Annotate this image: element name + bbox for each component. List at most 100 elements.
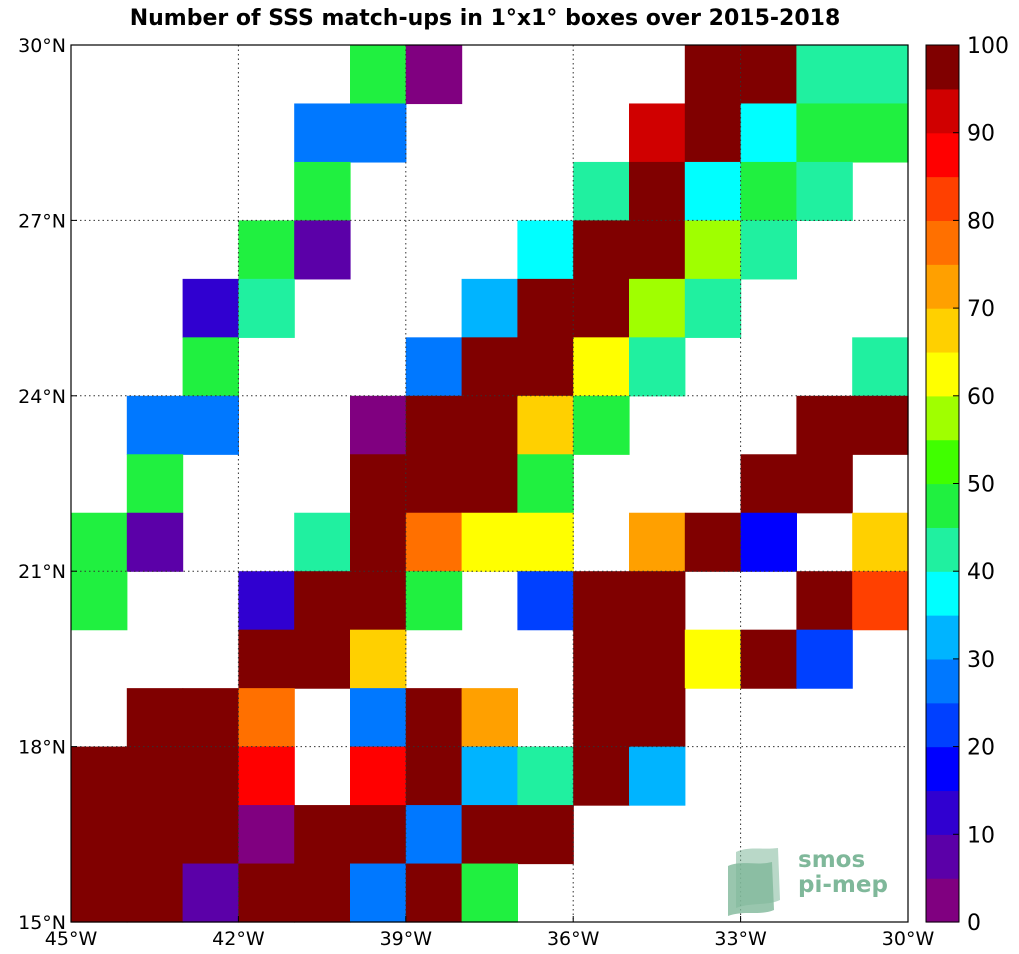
heatmap-cell: [126, 395, 184, 455]
colorbar-swatch: [926, 439, 959, 485]
x-tick-label: 39°W: [380, 928, 433, 950]
heatmap-cell: [294, 103, 351, 163]
smos-logo-icon: [728, 848, 780, 916]
heatmap-cell: [182, 746, 239, 806]
heatmap-cell: [461, 863, 518, 923]
watermark-line1: smos: [798, 847, 866, 873]
colorbar-swatch: [926, 746, 959, 792]
heatmap-cell: [629, 278, 686, 338]
colorbar-swatch: [926, 834, 959, 879]
colorbar-swatch: [926, 483, 959, 528]
heatmap-cell: [573, 746, 630, 806]
heatmap-cell: [684, 103, 742, 163]
heatmap-cell: [294, 220, 351, 280]
heatmap-cell: [684, 278, 742, 338]
axis-ticks: 45°W 42°W 39°W 36°W 33°W 30°W 15°N 18°N 21°N 24°N…: [18, 35, 934, 950]
heatmap-cell: [629, 512, 686, 572]
heatmap-cell: [573, 278, 630, 338]
heatmap-cell: [629, 161, 686, 221]
heatmap-cell: [517, 746, 574, 806]
heatmap-cell: [517, 395, 574, 455]
heatmap-cell: [461, 278, 518, 338]
heatmap-cell: [629, 629, 686, 689]
heatmap-cell: [629, 337, 686, 397]
heatmap-cell: [238, 278, 295, 338]
heatmap-cell: [684, 512, 742, 572]
watermark-line2: pi-mep: [798, 872, 888, 898]
colorbar-swatch: [926, 878, 959, 923]
x-tick-label: 36°W: [547, 928, 600, 950]
heatmap-cell: [126, 454, 184, 514]
heatmap-cell: [405, 512, 463, 572]
heatmap-cell: [461, 688, 518, 748]
heatmap-cell: [350, 746, 407, 806]
heatmap-cell: [629, 571, 686, 631]
chart-title: Number of SSS match-ups in 1°x1° boxes o…: [129, 6, 841, 31]
heatmap-cell: [238, 220, 295, 280]
watermark-logo: smos pi-mep: [798, 848, 888, 898]
colorbar-swatch: [926, 571, 959, 616]
heatmap-cell: [852, 512, 909, 572]
heatmap-cell: [629, 746, 686, 806]
heatmap-cell: [238, 629, 295, 689]
y-tick-label: 24°N: [18, 386, 66, 408]
heatmap-cell: [405, 688, 463, 748]
colorbar-tick-label: 80: [967, 209, 995, 234]
heatmap-cell: [350, 395, 407, 455]
heatmap-cell: [517, 571, 574, 631]
heatmap-cell: [405, 863, 463, 923]
heatmap-cell: [740, 454, 797, 514]
heatmap-cell: [684, 45, 742, 105]
heatmap-cell: [238, 805, 295, 865]
heatmap-cell: [350, 571, 407, 631]
heatmap-cell: [405, 45, 463, 105]
colorbar-swatch: [926, 351, 959, 397]
heatmap-cell: [126, 746, 184, 806]
colorbar-tick-label: 50: [967, 473, 995, 498]
x-tick-label: 30°W: [882, 928, 935, 950]
heatmap-cell: [182, 395, 239, 455]
y-tick-label: 15°N: [18, 912, 66, 934]
heatmap-cell: [740, 512, 797, 572]
plot-frame: [70, 44, 909, 923]
heatmap-cell: [517, 220, 574, 280]
heatmap-cell: [405, 395, 463, 455]
heatmap-cell: [740, 220, 797, 280]
heatmap-cell: [796, 161, 853, 221]
heatmap-cells: [71, 45, 909, 923]
heatmap-cell: [517, 805, 574, 865]
heatmap-cell: [684, 161, 742, 221]
heatmap-cell: [238, 863, 295, 923]
colorbar: 0 10 20 30 40 50 60 70 80 90 100: [925, 34, 1009, 936]
heatmap-cell: [684, 629, 742, 689]
heatmap-cell: [405, 337, 463, 397]
heatmap-cell: [350, 454, 407, 514]
colorbar-swatch: [926, 790, 959, 835]
heatmap-cell: [573, 337, 630, 397]
colorbar-swatch: [926, 264, 959, 309]
colorbar-swatch: [926, 308, 959, 353]
colorbar-swatch: [926, 395, 959, 441]
heatmap-cell: [71, 805, 128, 865]
colorbar-tick-label: 0: [967, 911, 981, 936]
heatmap-cell: [294, 571, 351, 631]
colorbar-swatch: [926, 88, 959, 134]
heatmap-cell: [573, 395, 630, 455]
colorbar-tick-label: 40: [967, 560, 995, 585]
colorbar-swatch: [926, 527, 959, 572]
heatmap-cell: [852, 45, 909, 105]
heatmap-cell: [629, 688, 686, 748]
heatmap-cell: [573, 571, 630, 631]
heatmap-cell: [182, 337, 239, 397]
colorbar-swatch: [926, 176, 959, 221]
colorbar-tick-label: 70: [967, 297, 995, 322]
y-tick-label: 30°N: [18, 35, 66, 57]
heatmap-cell: [461, 746, 518, 806]
colorbar-tick-label: 10: [967, 823, 995, 848]
heatmap-cell: [238, 571, 295, 631]
heatmap-cell: [238, 688, 295, 748]
colorbar-swatch: [926, 45, 959, 90]
heatmap-cell: [517, 512, 574, 572]
heatmap-cell: [573, 220, 630, 280]
